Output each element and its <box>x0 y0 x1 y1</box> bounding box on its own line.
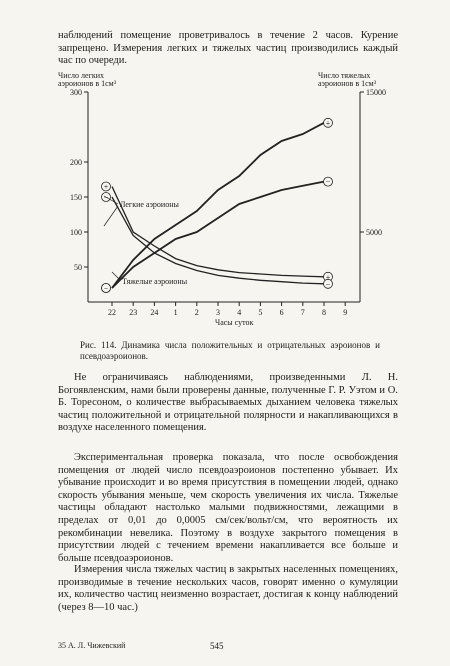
x-tick-label: 7 <box>301 308 305 317</box>
series-name: + <box>326 273 331 282</box>
y-tick-label: 300 <box>70 88 82 97</box>
x-tick-label: 6 <box>280 308 284 317</box>
series-name: − <box>104 284 109 293</box>
series-marker <box>101 181 111 192</box>
y2-axis-label: аэроионов в 1см³ <box>318 79 377 88</box>
series-line <box>111 196 325 285</box>
y-axis-label: Число легких <box>58 71 104 80</box>
x-tick-label: 5 <box>258 308 262 317</box>
paragraph: Не ограничиваясь наблюдениями, произведе… <box>58 372 398 434</box>
y2-axis-label: Число тяжелых <box>318 71 370 80</box>
x-tick-label: 22 <box>108 308 116 317</box>
y-tick-label: 150 <box>70 193 82 202</box>
x-tick-label: 8 <box>322 308 326 317</box>
pointer <box>103 195 119 205</box>
y-axis-label: аэроионов в 1см³ <box>58 79 117 88</box>
y2-tick-label: 5000 <box>366 228 382 237</box>
series-marker <box>323 117 333 128</box>
x-tick-label: 4 <box>237 308 241 317</box>
pointer <box>103 205 119 227</box>
x-axis-label: Часы суток <box>215 318 254 327</box>
series-marker <box>101 283 111 293</box>
y2-tick-label: 15000 <box>366 88 386 97</box>
series-line <box>111 122 325 289</box>
annotation: Тяжелые аэроионы <box>122 277 188 286</box>
series-name: − <box>326 178 331 187</box>
x-tick-label: 1 <box>174 308 178 317</box>
series-name: + <box>104 183 109 192</box>
series-name: − <box>326 280 331 289</box>
footer-left: 35 А. Л. Чижевский <box>58 641 126 650</box>
y-tick-label: 50 <box>74 263 82 272</box>
footer-right: 545 <box>210 641 224 651</box>
annotation: Легкие аэроионы <box>120 200 179 209</box>
x-tick-label: 23 <box>129 308 137 317</box>
series-line <box>111 186 325 278</box>
x-tick-label: 9 <box>343 308 347 317</box>
series-line <box>111 180 325 289</box>
y-tick-label: 100 <box>70 228 82 237</box>
paragraph: Экспериментальная проверка показала, что… <box>58 452 398 564</box>
y-tick-label: 200 <box>70 158 82 167</box>
series-marker <box>323 176 333 187</box>
series-name: + <box>326 119 331 128</box>
caption: Рис. 114. Динамика числа положительных и… <box>80 340 380 361</box>
paragraph: Измерения числа тяжелых частиц в закрыты… <box>58 564 398 613</box>
x-tick-label: 3 <box>216 308 220 317</box>
x-tick-label: 24 <box>150 308 158 317</box>
pointer <box>111 271 121 281</box>
series-marker <box>323 278 333 289</box>
x-tick-label: 2 <box>195 308 199 317</box>
top-text: наблюдений помещение проветривалось в те… <box>58 30 398 67</box>
